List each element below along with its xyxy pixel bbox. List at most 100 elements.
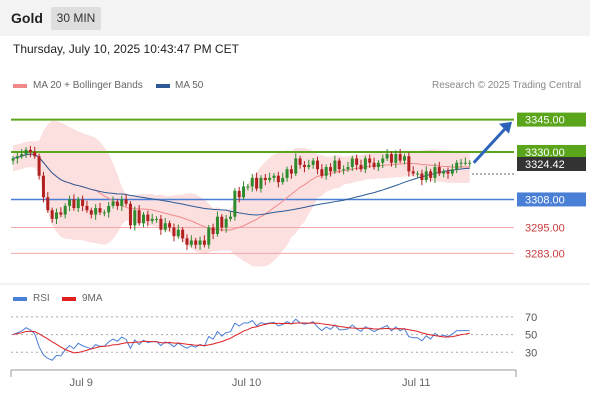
candle-body [211, 227, 215, 234]
candle-body [368, 158, 372, 163]
candle-body [285, 169, 289, 178]
candle-body [128, 203, 132, 226]
candle-body [202, 240, 206, 245]
level-label-pivot: 3308.00 [525, 194, 565, 206]
ma20-legend-swatch [13, 84, 27, 88]
candle-body [459, 162, 463, 164]
candle-body [398, 154, 402, 161]
candle-body [307, 164, 311, 168]
candle-body [220, 216, 224, 228]
candle-body [355, 158, 359, 165]
candle-body [237, 190, 241, 198]
level-tag-pivot [517, 192, 586, 207]
candle-body [242, 186, 246, 198]
candle-body [316, 160, 319, 170]
forecast-arrow-shaft [472, 126, 508, 164]
candle-body [159, 218, 163, 230]
candle-body [381, 158, 385, 163]
candle-body [181, 229, 185, 239]
current-price-label: 3324.42 [525, 159, 565, 171]
candle-body [468, 162, 472, 164]
candle-body [416, 173, 420, 175]
candle-body [272, 175, 276, 178]
candle-body [107, 205, 111, 213]
ma50-line [12, 153, 470, 216]
rsi-legend-swatch [13, 297, 27, 301]
candle-body [124, 199, 128, 204]
rsi-line [12, 318, 470, 361]
rsi-ma-legend-label: 9MA [82, 293, 103, 304]
candle-body [302, 164, 306, 168]
candle-body [215, 216, 219, 234]
rsi-tick-30: 30 [525, 347, 537, 359]
x-tick-label: Jul 10 [232, 377, 261, 389]
candle-body [176, 229, 180, 237]
candle-body [59, 212, 63, 215]
candle-body [168, 223, 172, 228]
candle-body [150, 218, 154, 222]
candle-body [346, 167, 350, 170]
x-tick-label: Jul 9 [70, 377, 93, 389]
current-price-tag [517, 157, 586, 172]
candle-body [233, 190, 237, 217]
candle-body [263, 177, 267, 181]
candle-body [294, 158, 298, 174]
candle-body [20, 154, 24, 157]
candle-body [115, 201, 119, 206]
rsi-tick-70: 70 [525, 312, 537, 324]
candle-body [259, 177, 263, 189]
candle-body [411, 171, 415, 174]
ma50-legend-label: MA 50 [175, 80, 204, 91]
candle-body [72, 199, 76, 209]
candle-body [376, 162, 380, 168]
candle-body [137, 210, 141, 224]
candle-body [394, 154, 398, 163]
level-label-resistance-1: 3330.00 [525, 147, 565, 159]
candle-body [102, 212, 106, 214]
candle-body [55, 212, 58, 219]
candle-body [85, 205, 89, 211]
interval-badge[interactable]: 30 MIN [51, 7, 101, 30]
candle-body [94, 208, 98, 215]
candle-body [133, 210, 137, 226]
bollinger-band [13, 120, 470, 267]
candle-body [403, 156, 406, 161]
candle-body [155, 218, 159, 220]
candle-body [337, 160, 341, 170]
candle-body [81, 199, 85, 206]
candle-body [407, 156, 411, 172]
level-label-resistance-2: 3345.00 [525, 115, 565, 127]
rsi-legend-label: RSI [33, 293, 50, 304]
level-tag-resistance-1 [517, 144, 586, 159]
candle-body [246, 186, 250, 188]
candle-body [363, 158, 367, 170]
candle-body [50, 210, 54, 219]
candle-body [433, 167, 437, 178]
level-label-support-2: 3283.00 [525, 248, 565, 260]
candle-body [385, 154, 389, 159]
candle-body [324, 167, 328, 176]
candle-body [224, 218, 228, 228]
candle-body [342, 169, 346, 171]
chart-header: Gold 30 MIN [0, 0, 590, 36]
candle-body [420, 173, 424, 181]
candle-body [185, 238, 189, 245]
candle-body [350, 158, 354, 168]
candle-body [455, 162, 459, 170]
research-credit: Research © 2025 Trading Central [432, 80, 582, 91]
candle-body [76, 199, 80, 209]
candle-body [15, 156, 19, 159]
candle-body [63, 205, 67, 215]
candle-body [172, 227, 176, 237]
timestamp: Thursday, July 10, 2025 10:43:47 PM CET [13, 42, 239, 56]
candle-body [37, 156, 41, 176]
candle-body [311, 160, 315, 165]
candle-body [33, 151, 37, 157]
candle-body [359, 164, 363, 170]
candle-body [329, 167, 333, 172]
candle-body [463, 162, 467, 164]
candle-body [276, 175, 280, 183]
candle-body [229, 216, 232, 219]
candle-body [268, 177, 272, 181]
